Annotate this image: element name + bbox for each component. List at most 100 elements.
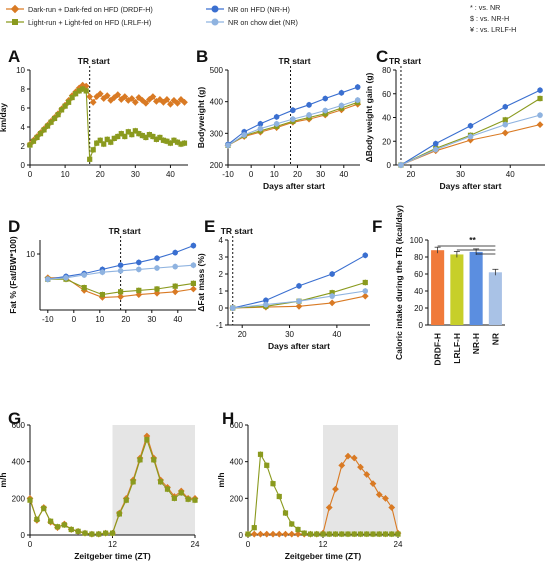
y-tick-label: 0 bbox=[21, 531, 26, 540]
tr-start-label: TR start bbox=[279, 56, 311, 66]
data-point-nrh bbox=[172, 249, 178, 256]
y-tick-label: 2 bbox=[219, 270, 224, 279]
data-point-lrlf bbox=[178, 490, 184, 496]
y-tick-label: 8 bbox=[21, 85, 26, 94]
data-point-lrlf bbox=[502, 117, 508, 123]
bar-lrlf bbox=[450, 254, 464, 325]
x-tick-label: 24 bbox=[191, 540, 200, 549]
data-point-lrlf bbox=[395, 531, 401, 537]
x-tick-label: 30 bbox=[147, 315, 156, 324]
chart-panel-a: 0 10 20 30 40 0 2 4 6 8 10 TR start km/day bbox=[0, 56, 188, 179]
x-tick-label: 20 bbox=[293, 170, 302, 179]
data-point-drdf bbox=[388, 504, 396, 511]
data-point-lrlf bbox=[27, 497, 33, 503]
data-point-lrlf bbox=[129, 132, 135, 138]
data-point-drdf bbox=[363, 471, 371, 478]
data-point-nrh bbox=[190, 242, 197, 249]
legend-item-nrh: NR on HFD (NR-H) bbox=[206, 5, 290, 14]
data-point-drdf bbox=[174, 99, 181, 107]
data-point-lrlf bbox=[61, 522, 67, 528]
data-point-lrlf bbox=[332, 531, 339, 537]
data-point-lrlf bbox=[251, 525, 257, 531]
data-point-drdf bbox=[89, 98, 97, 106]
legend-label-nrh: NR on HFD (NR-H) bbox=[228, 5, 290, 14]
data-point-lrlf bbox=[30, 138, 37, 144]
panel-letter-a: A bbox=[8, 47, 20, 66]
data-point-lrlf bbox=[66, 99, 72, 105]
data-point-lrlf bbox=[136, 131, 142, 137]
data-point-lrlf bbox=[164, 138, 170, 144]
data-point-nr bbox=[338, 102, 345, 109]
square-marker-icon bbox=[12, 19, 18, 25]
data-point-lrlf bbox=[123, 497, 129, 503]
data-point-drdf bbox=[375, 491, 383, 499]
data-point-nrh bbox=[362, 252, 369, 259]
panel-letter-d: D bbox=[8, 217, 20, 236]
category-label: LRLF-H bbox=[452, 333, 462, 364]
data-point-lrlf bbox=[94, 140, 100, 146]
data-point-nrh bbox=[290, 107, 296, 114]
chart-panel-d: -10 0 10 20 30 40 10 TR start Fat % (Fat/BW*100) bbox=[8, 226, 197, 324]
tr-start-label: TR start bbox=[389, 56, 421, 66]
x-tick-label: 0 bbox=[28, 170, 33, 179]
data-point-lrlf bbox=[329, 290, 335, 296]
x-tick-label: 0 bbox=[246, 540, 251, 549]
data-point-lrlf bbox=[326, 531, 332, 537]
data-point-lrlf bbox=[264, 462, 270, 468]
data-point-lrlf bbox=[83, 88, 89, 94]
y-tick-label: 500 bbox=[210, 66, 224, 75]
data-point-drdf bbox=[536, 121, 544, 129]
data-point-drdf bbox=[288, 530, 296, 538]
data-point-lrlf bbox=[314, 531, 320, 537]
data-point-lrlf bbox=[115, 133, 121, 140]
series-line-lrlf bbox=[400, 98, 541, 166]
x-tick-label: 12 bbox=[108, 540, 117, 549]
data-point-lrlf bbox=[130, 479, 136, 485]
y-tick-label: 0 bbox=[387, 161, 392, 170]
data-point-lrlf bbox=[307, 531, 314, 537]
x-axis-title: Days after start bbox=[440, 181, 502, 191]
data-point-lrlf bbox=[96, 531, 102, 537]
data-point-drdf bbox=[149, 93, 157, 100]
data-point-nr bbox=[467, 133, 474, 140]
data-point-lrlf bbox=[178, 141, 184, 147]
symbol-key-lrlf: ¥ : vs. LRLF-H bbox=[470, 25, 516, 34]
y-tick-label: 80 bbox=[414, 253, 423, 262]
data-point-nr bbox=[229, 305, 236, 311]
data-point-lrlf bbox=[276, 493, 282, 500]
data-point-lrlf bbox=[104, 136, 110, 142]
data-point-nr bbox=[290, 116, 296, 122]
data-point-lrlf bbox=[80, 86, 86, 92]
data-point-lrlf bbox=[144, 437, 150, 443]
x-tick-label: 24 bbox=[394, 540, 403, 549]
data-point-lrlf bbox=[370, 531, 376, 537]
y-tick-label: 200 bbox=[210, 161, 224, 170]
data-point-lrlf bbox=[118, 289, 124, 295]
data-point-drdf bbox=[250, 530, 258, 538]
data-point-lrlf bbox=[55, 112, 61, 118]
data-point-lrlf bbox=[118, 131, 124, 137]
circle-marker-icon bbox=[211, 5, 219, 13]
data-point-lrlf bbox=[68, 526, 74, 533]
x-tick-label: 40 bbox=[166, 170, 175, 179]
data-point-drdf bbox=[294, 530, 302, 538]
y-axis-title: m/h bbox=[0, 472, 8, 487]
data-point-lrlf bbox=[357, 531, 364, 537]
data-point-drdf bbox=[357, 463, 364, 471]
y-tick-label: 6 bbox=[21, 104, 26, 113]
data-point-nrh bbox=[306, 102, 312, 108]
data-point-lrlf bbox=[376, 531, 382, 537]
tr-start-label: TR start bbox=[78, 56, 110, 66]
data-point-lrlf bbox=[116, 511, 122, 517]
y-tick-label: 60 bbox=[382, 90, 391, 99]
chart-panel-b: -10 0 10 20 30 40 200 300 400 500 TR start Days aft… bbox=[196, 56, 362, 191]
data-point-lrlf bbox=[44, 123, 51, 129]
data-point-lrlf bbox=[73, 91, 79, 97]
y-tick-label: 400 bbox=[12, 458, 26, 467]
data-point-nrh bbox=[338, 90, 345, 96]
y-tick-label: 40 bbox=[382, 114, 391, 123]
x-axis-title: Days after start bbox=[263, 181, 325, 191]
y-axis-title: Bodyweight (g) bbox=[196, 87, 206, 149]
data-point-drdf bbox=[295, 302, 303, 310]
data-point-lrlf bbox=[151, 457, 157, 463]
